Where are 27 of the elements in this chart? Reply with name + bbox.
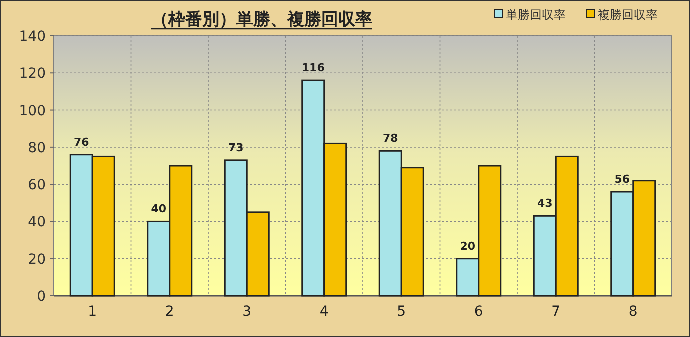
y-tick-label: 20 (28, 252, 46, 268)
y-tick-label: 100 (19, 103, 46, 120)
y-tick-label: 40 (28, 214, 46, 231)
legend-label: 単勝回収率 (506, 8, 566, 22)
data-label: 78 (382, 132, 398, 146)
chart-title: （枠番別）単勝、複勝回収率 (152, 10, 372, 30)
x-tick-label: 3 (242, 304, 252, 320)
x-tick-label: 4 (320, 304, 329, 320)
data-label: 43 (537, 197, 553, 210)
y-tick-label: 80 (28, 140, 46, 156)
legend-label: 複勝回収率 (598, 8, 658, 22)
y-tick-label: 120 (19, 66, 46, 82)
data-label: 116 (302, 62, 326, 75)
x-tick-label: 1 (88, 304, 98, 320)
data-label: 73 (228, 141, 244, 154)
y-tick-label: 0 (37, 289, 46, 305)
x-tick-label: 5 (397, 304, 406, 320)
data-label: 76 (74, 136, 90, 149)
data-label: 56 (614, 173, 630, 186)
data-label: 20 (460, 240, 476, 253)
x-tick-label: 6 (474, 304, 484, 320)
x-tick-label: 2 (165, 304, 174, 320)
x-tick-label: 7 (552, 304, 561, 320)
x-tick-label: 8 (628, 304, 638, 320)
y-tick-label: 60 (28, 178, 46, 194)
y-tick-label: 140 (19, 29, 46, 45)
data-label: 40 (151, 202, 167, 216)
